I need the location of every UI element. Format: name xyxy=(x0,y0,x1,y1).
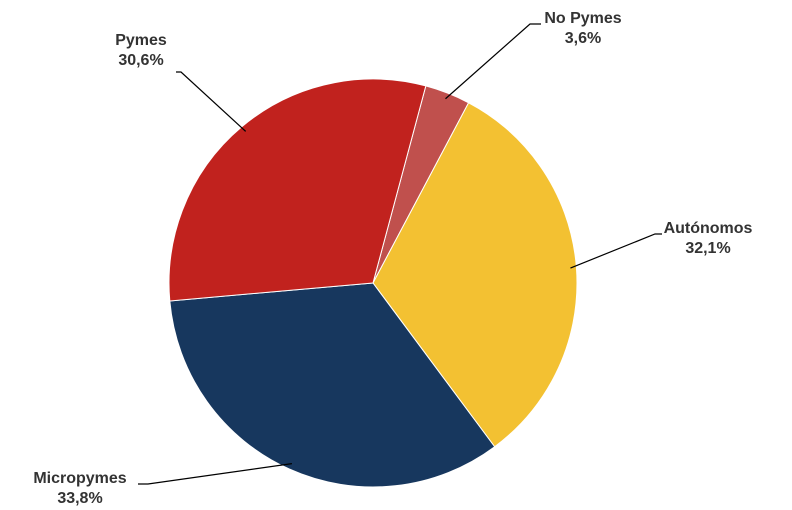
slice-name-autonomos: Autónomos xyxy=(664,220,753,237)
slice-value-no-pymes: 3,6% xyxy=(565,30,601,47)
slice-name-micropymes: Micropymes xyxy=(33,470,126,487)
pie-slices xyxy=(168,78,578,488)
pie-slice-autonomos xyxy=(372,102,578,448)
leader-line-autonomos xyxy=(570,233,662,269)
pie-slice-micropymes xyxy=(169,282,496,488)
leader-line-micropymes xyxy=(138,463,293,485)
leader-lines xyxy=(138,23,662,485)
slice-value-autonomos: 32,1% xyxy=(685,240,730,257)
leader-line-no-pymes xyxy=(445,23,541,100)
slice-value-pymes: 30,6% xyxy=(118,52,163,69)
leader-line-pymes xyxy=(176,71,247,132)
slice-labels: No Pymes 3,6% Autónomos 32,1% Micropymes 33,8… xyxy=(33,10,752,507)
slice-value-micropymes: 33,8% xyxy=(57,490,102,507)
slice-name-pymes: Pymes xyxy=(115,32,167,49)
slice-name-no-pymes: No Pymes xyxy=(544,10,621,27)
pie-slice-pymes xyxy=(168,78,427,302)
